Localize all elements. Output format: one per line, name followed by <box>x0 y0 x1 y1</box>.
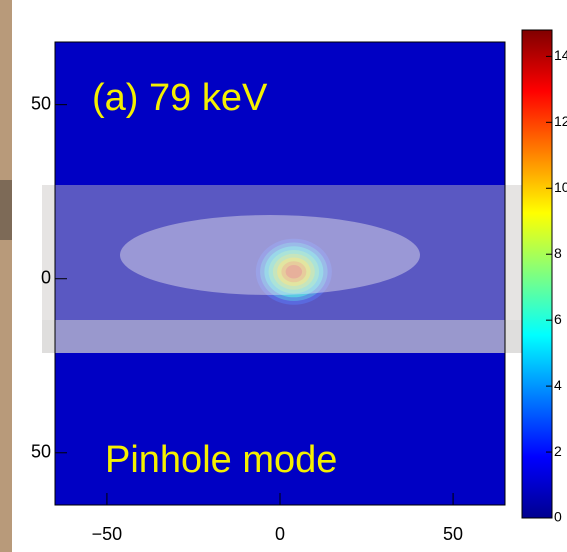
hotspot <box>285 265 303 279</box>
colorbar-tick-label: 0 <box>554 509 562 525</box>
bench <box>42 320 527 353</box>
colorbar-tick-label: 4 <box>554 377 562 393</box>
colorbar-tick-label: 12 <box>554 113 567 129</box>
photo-strip <box>0 0 12 552</box>
y-tick-label: 50 <box>31 93 51 113</box>
colorbar <box>521 29 553 519</box>
mode-label: Pinhole mode <box>105 439 337 481</box>
photo-strip <box>0 180 12 240</box>
colorbar-tick-label: 10 <box>554 179 567 195</box>
mouse <box>120 215 420 295</box>
energy-label: (a) 79 keV <box>92 77 268 119</box>
colorbar-tick-label: 14 <box>554 47 567 63</box>
colorbar-tick-label: 8 <box>554 245 562 261</box>
x-tick-label: 0 <box>275 524 285 544</box>
x-tick-label: −50 <box>92 524 123 544</box>
y-tick-label: 0 <box>41 267 51 287</box>
x-tick-label: 50 <box>443 524 463 544</box>
y-tick-label: 50 <box>31 442 51 462</box>
colorbar-tick-label: 2 <box>554 443 562 459</box>
colorbar-tick-label: 6 <box>554 311 562 327</box>
